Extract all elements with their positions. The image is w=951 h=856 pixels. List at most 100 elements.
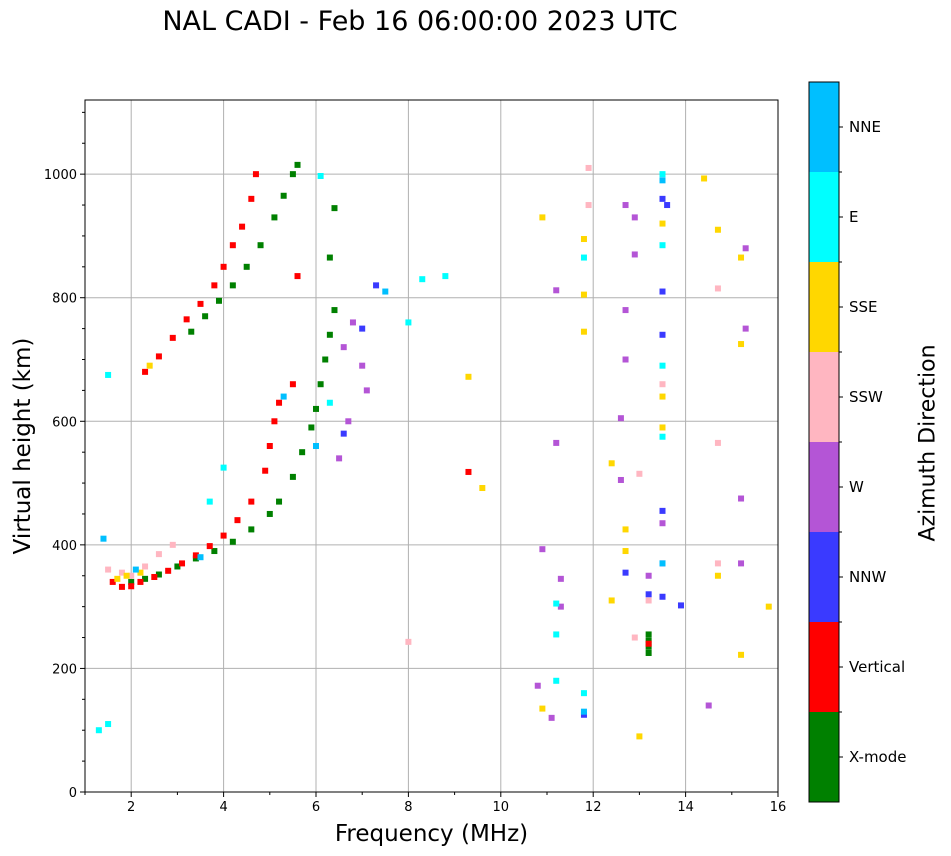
data-point-w [645, 572, 652, 579]
data-point-w [622, 202, 629, 209]
x-tick-label: 16 [770, 800, 787, 815]
data-point-x-mode [299, 449, 306, 456]
x-tick-label: 4 [219, 800, 227, 815]
data-point-nne [659, 177, 666, 184]
data-point-sse [539, 705, 546, 712]
data-point-x-mode [243, 263, 250, 270]
data-point-e [220, 464, 227, 471]
data-point-w [539, 546, 546, 553]
data-point-x-mode [174, 563, 181, 570]
data-point-w [363, 387, 370, 394]
data-point-ssw [155, 551, 162, 558]
data-point-e [659, 433, 666, 440]
data-point-w [622, 307, 629, 314]
data-point-ssw [585, 164, 592, 171]
data-point-vertical [179, 560, 186, 567]
colorbar-segment [809, 262, 839, 352]
data-point-vertical [206, 543, 213, 550]
data-point-sse [146, 362, 153, 369]
colorbar-tick-label: NNW [849, 568, 886, 586]
colorbar-tick-label: W [849, 478, 864, 496]
data-point-w [359, 362, 366, 369]
data-point-vertical [262, 467, 269, 474]
data-point-w [659, 520, 666, 527]
data-point-w [631, 214, 638, 221]
x-tick-label: 8 [404, 800, 412, 815]
data-point-w [553, 439, 560, 446]
data-point-nne [382, 288, 389, 295]
data-point-nne [132, 566, 139, 573]
data-point-sse [479, 485, 486, 492]
data-point-ssw [405, 638, 412, 645]
data-point-vertical [220, 532, 227, 539]
data-point-sse [539, 214, 546, 221]
data-point-w [345, 418, 352, 425]
data-point-vertical [266, 443, 273, 449]
data-point-nnw [677, 602, 684, 609]
data-point-vertical [151, 573, 158, 580]
data-point-ssw [659, 381, 666, 388]
data-point-nnw [659, 288, 666, 295]
data-point-x-mode [155, 571, 162, 578]
data-point-w [631, 251, 638, 258]
data-point-nne [313, 443, 319, 449]
data-point-vertical [645, 640, 652, 647]
data-point-x-mode [192, 555, 199, 562]
data-point-vertical [155, 353, 162, 360]
data-point-ssw [105, 566, 112, 573]
data-point-nnw [645, 591, 652, 598]
colorbar-tick-label: X-mode [849, 748, 906, 766]
data-point-x-mode [266, 510, 273, 517]
data-point-w [336, 455, 343, 462]
data-point-ssw [585, 202, 592, 209]
data-point-x-mode [645, 637, 652, 644]
data-point-x-mode [229, 282, 236, 289]
x-axis-label: Frequency (MHz) [335, 821, 528, 847]
data-point-w [548, 714, 555, 721]
data-point-e [405, 319, 412, 326]
data-point-ssw [714, 439, 721, 446]
data-point-w [557, 575, 564, 582]
colorbar-tick-label: Vertical [849, 658, 905, 676]
data-point-vertical [183, 316, 190, 323]
data-point-vertical [211, 282, 218, 289]
data-point-e [659, 242, 666, 249]
data-point-x-mode [308, 424, 315, 431]
data-point-e [580, 254, 587, 261]
data-point-w [742, 325, 749, 332]
data-point-sse [580, 291, 587, 298]
data-point-nnw [340, 430, 347, 437]
x-tick-label: 12 [585, 800, 602, 815]
y-tick-label: 1000 [44, 168, 77, 183]
data-point-sse [659, 393, 666, 400]
data-point-ssw [631, 634, 638, 641]
y-tick-label: 0 [69, 786, 77, 801]
data-point-w [622, 356, 629, 363]
data-point-nne [197, 554, 204, 561]
data-point-nne [659, 560, 666, 567]
data-point-x-mode [202, 313, 209, 320]
data-point-vertical [276, 399, 283, 406]
y-tick-label: 200 [52, 662, 77, 677]
data-point-sse [765, 603, 772, 610]
data-point-sse [608, 597, 615, 604]
data-point-x-mode [128, 578, 135, 585]
data-point-x-mode [317, 381, 324, 388]
data-point-nne [100, 535, 107, 542]
data-point-sse [622, 548, 629, 555]
data-point-x-mode [645, 631, 652, 638]
data-point-sse [622, 526, 629, 533]
data-point-sse [636, 733, 643, 740]
data-point-sse [701, 175, 708, 182]
data-point-e [553, 631, 560, 638]
data-point-x-mode [248, 526, 255, 533]
data-point-e [659, 171, 666, 178]
data-point-x-mode [326, 254, 333, 261]
data-point-sse [738, 254, 745, 261]
data-point-sse [608, 460, 615, 467]
y-tick-label: 800 [52, 292, 77, 307]
data-point-x-mode [313, 405, 319, 412]
data-point-w [557, 603, 564, 610]
data-point-sse [580, 236, 587, 243]
data-point-sse [123, 572, 130, 579]
